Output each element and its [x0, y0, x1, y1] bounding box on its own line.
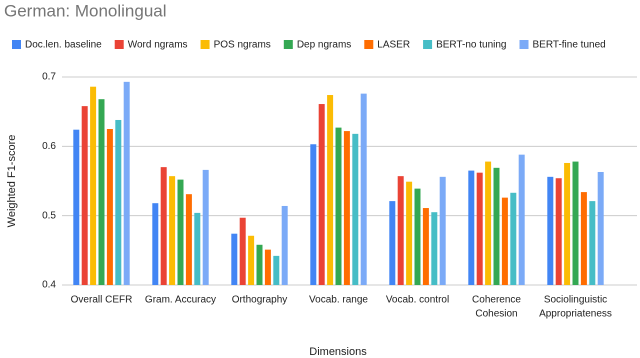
- bar: [422, 208, 429, 285]
- bar: [256, 244, 263, 285]
- y-tick-label: 0.4: [42, 280, 56, 291]
- bar: [493, 167, 500, 285]
- legend-label: BERT-no tuning: [436, 40, 506, 51]
- bar: [580, 192, 587, 285]
- y-axis-title: Weighted F1-score: [6, 135, 18, 228]
- bar: [273, 255, 280, 285]
- legend-label: BERT-fine tuned: [533, 40, 606, 51]
- y-tick-label: 0.7: [42, 72, 56, 83]
- bar: [318, 104, 325, 285]
- x-tick-label: Overall CEFR: [71, 295, 133, 306]
- bar: [194, 212, 201, 285]
- x-tick-label: Cohesion: [475, 309, 517, 320]
- bar: [589, 201, 596, 285]
- bar: [73, 129, 80, 285]
- bar: [352, 133, 359, 285]
- chart-title: German: Monolingual: [4, 1, 167, 20]
- bar: [98, 99, 105, 285]
- bar: [335, 127, 342, 285]
- bar: [476, 172, 483, 285]
- legend-swatch: [200, 40, 210, 49]
- bar: [177, 179, 184, 285]
- legend-label: LASER: [377, 40, 410, 51]
- bar: [202, 169, 209, 285]
- bar: [310, 144, 317, 285]
- bar: [431, 212, 438, 285]
- bar: [123, 81, 130, 285]
- bar: [597, 171, 604, 285]
- bar: [90, 86, 97, 285]
- bar: [360, 93, 367, 285]
- legend-label: Dep ngrams: [297, 40, 351, 51]
- legend-swatch: [423, 40, 433, 49]
- bar: [169, 176, 176, 285]
- bar: [239, 217, 246, 285]
- bar: [572, 161, 579, 285]
- bar: [564, 162, 571, 285]
- bar: [414, 188, 421, 285]
- x-tick-label: Sociolinguistic: [544, 295, 607, 306]
- bar: [185, 194, 192, 285]
- x-tick-label: Vocab. range: [309, 295, 368, 306]
- bar: [264, 249, 271, 285]
- bar: [248, 235, 255, 285]
- legend-swatch: [114, 40, 124, 49]
- legend-label: Word ngrams: [128, 40, 188, 51]
- legend-swatch: [12, 40, 21, 49]
- bar: [501, 197, 508, 285]
- bar: [397, 176, 404, 285]
- bar: [547, 176, 554, 285]
- bar: [327, 95, 334, 285]
- bar: [389, 201, 396, 285]
- x-tick-label: Orthography: [232, 295, 288, 306]
- x-tick-label: Coherence: [472, 295, 521, 306]
- bar: [81, 106, 88, 286]
- bar: [160, 167, 167, 285]
- bar: [510, 192, 517, 285]
- bar: [281, 205, 288, 285]
- bar: [343, 131, 350, 285]
- bar: [468, 170, 475, 285]
- y-tick-label: 0.6: [42, 141, 56, 152]
- legend-swatch: [519, 40, 529, 49]
- x-tick-label: Vocab. control: [386, 295, 449, 306]
- bar: [231, 233, 238, 285]
- bar: [406, 181, 413, 285]
- bar: [106, 129, 113, 285]
- legend-label: Doc.len. baseline: [25, 40, 102, 51]
- legend-label: POS ngrams: [214, 40, 271, 51]
- x-axis-title: Dimensions: [309, 346, 367, 358]
- bar: [439, 176, 446, 285]
- x-tick-label: Gram. Accuracy: [145, 295, 216, 306]
- legend-swatch: [364, 40, 374, 49]
- bar: [518, 154, 525, 285]
- bar: [152, 203, 159, 285]
- bar: [485, 161, 492, 285]
- y-tick-label: 0.5: [42, 210, 56, 221]
- x-tick-label: Appropriateness: [539, 309, 612, 320]
- bar: [115, 119, 122, 285]
- legend-swatch: [283, 40, 293, 49]
- bar: [555, 178, 562, 285]
